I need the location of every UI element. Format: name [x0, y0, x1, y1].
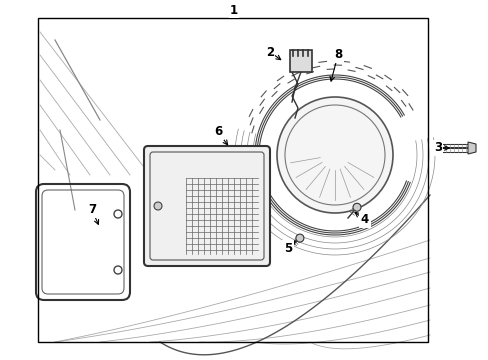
Text: 4: 4: [360, 213, 368, 226]
Text: 5: 5: [284, 242, 291, 255]
Polygon shape: [467, 142, 475, 154]
Text: 8: 8: [333, 49, 342, 62]
Text: 2: 2: [265, 45, 273, 58]
FancyBboxPatch shape: [143, 146, 269, 266]
Circle shape: [295, 234, 303, 242]
Circle shape: [352, 203, 360, 211]
Bar: [289, 50, 311, 72]
Circle shape: [154, 202, 162, 210]
Text: 6: 6: [213, 126, 222, 139]
Text: 1: 1: [229, 4, 238, 17]
Text: 3: 3: [433, 141, 441, 154]
Circle shape: [276, 97, 392, 213]
Text: 7: 7: [88, 203, 96, 216]
Bar: [38, 18, 427, 342]
